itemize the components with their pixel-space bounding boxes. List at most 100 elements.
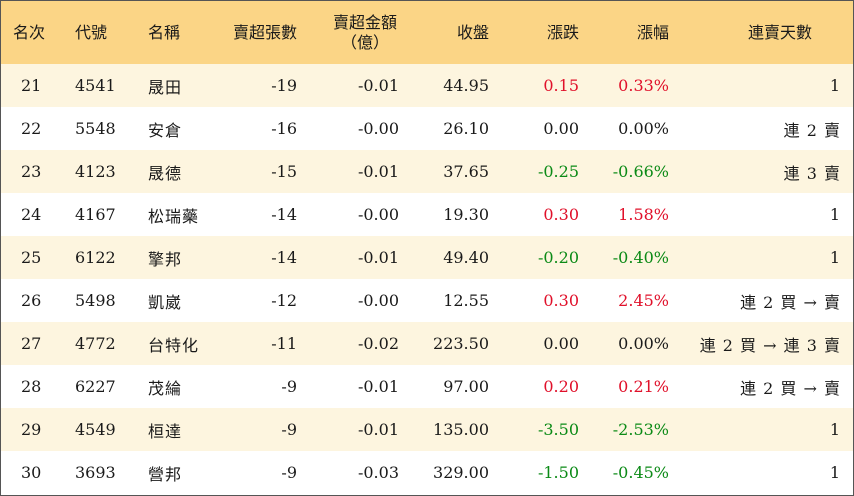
cell-consecutive-days: 連 2 買 → 賣 [740,378,841,398]
cell-rank: 27 [21,334,42,353]
cell-rank: 29 [21,420,42,439]
cell-close: 97.00 [443,377,489,396]
cell-rank: 26 [21,291,42,310]
cell-consecutive-days: 連 3 賣 [783,163,841,183]
cell-rank: 22 [21,119,42,138]
cell-change: -3.50 [537,420,579,439]
cell-sell-volume: -14 [271,205,297,224]
cell-code[interactable]: 5498 [75,291,116,310]
cell-consecutive-days: 1 [829,76,841,95]
cell-sell-amount: -0.03 [357,463,399,482]
header-name[interactable]: 名稱 [148,22,181,42]
cell-change: -1.50 [537,463,579,482]
cell-name[interactable]: 凱崴 [148,292,183,312]
cell-change: 0.00 [543,119,579,138]
header-sell-volume[interactable]: 賣超張數 [232,22,297,42]
cell-name[interactable]: 松瑞藥 [148,206,200,226]
cell-code[interactable]: 4541 [75,76,116,95]
cell-sell-volume: -19 [271,76,297,95]
header-sell-amount[interactable]: 賣超金額 （億） [305,1,407,64]
cell-sell-amount: -0.01 [357,162,399,181]
cell-code[interactable]: 3693 [75,463,116,482]
cell-code[interactable]: 4167 [75,205,116,224]
header-rank[interactable]: 名次 [13,22,46,42]
cell-code[interactable]: 6122 [75,248,116,267]
cell-close: 26.10 [443,119,489,138]
cell-name[interactable]: 晟德 [148,163,183,183]
cell-rank: 30 [21,463,42,482]
cell-code[interactable]: 5548 [75,119,116,138]
cell-name[interactable]: 擎邦 [148,249,183,269]
cell-name[interactable]: 茂綸 [148,378,183,398]
cell-change: 0.30 [543,205,579,224]
cell-close: 19.30 [443,205,489,224]
cell-change: 0.00 [543,334,579,353]
cell-sell-volume: -11 [271,334,297,353]
cell-close: 135.00 [433,420,489,439]
table-row[interactable]: 24 4167 松瑞藥 -14 -0.00 19.30 0.30 1.58% 1 [1,193,853,236]
table-row[interactable]: 23 4123 晟德 -15 -0.01 37.65 -0.25 -0.66% 連 3 賣 [1,150,853,193]
cell-consecutive-days: 1 [829,463,841,482]
table-header-row: 名次 代號 名稱 賣超張數 賣超金額 （億） 收盤 漲跌 漲幅 連賣天數 [1,1,853,64]
cell-name[interactable]: 桓達 [148,421,183,441]
cell-change: -0.25 [537,162,579,181]
cell-change-pct: -2.53% [612,420,669,439]
cell-rank: 28 [21,377,42,396]
cell-change-pct: 1.58% [618,205,669,224]
table-row[interactable]: 29 4549 桓達 -9 -0.01 135.00 -3.50 -2.53% 1 [1,408,853,451]
table-row[interactable]: 28 6227 茂綸 -9 -0.01 97.00 0.20 0.21% 連 2 買 → 賣 [1,365,853,408]
header-consecutive-days[interactable]: 連賣天數 [747,22,812,42]
cell-sell-volume: -15 [271,162,297,181]
cell-sell-amount: -0.02 [357,334,399,353]
cell-sell-amount: -0.00 [357,119,399,138]
cell-rank: 23 [21,162,42,181]
cell-rank: 25 [21,248,42,267]
header-change-pct[interactable]: 漲幅 [636,22,669,42]
table-row[interactable]: 21 4541 晟田 -19 -0.01 44.95 0.15 0.33% 1 [1,64,853,107]
cell-name[interactable]: 晟田 [148,77,183,97]
cell-consecutive-days: 連 2 賣 [783,120,841,140]
cell-change: 0.30 [543,291,579,310]
cell-sell-volume: -16 [271,119,297,138]
cell-change: 0.15 [543,76,579,95]
cell-close: 44.95 [443,76,489,95]
cell-change-pct: 2.45% [618,291,669,310]
cell-sell-amount: -0.01 [357,76,399,95]
header-close[interactable]: 收盤 [456,22,489,42]
cell-close: 223.50 [433,334,489,353]
cell-change-pct: 0.21% [618,377,669,396]
cell-sell-amount: -0.01 [357,248,399,267]
cell-consecutive-days: 連 2 買 → 賣 [740,292,841,312]
cell-name[interactable]: 營邦 [148,464,183,484]
table-row[interactable]: 26 5498 凱崴 -12 -0.00 12.55 0.30 2.45% 連 2 買 → 賣 [1,279,853,322]
cell-sell-amount: -0.00 [357,291,399,310]
cell-code[interactable]: 4772 [75,334,116,353]
cell-change-pct: -0.66% [612,162,669,181]
table-row[interactable]: 25 6122 擎邦 -14 -0.01 49.40 -0.20 -0.40% 1 [1,236,853,279]
cell-change-pct: -0.40% [612,248,669,267]
cell-sell-volume: -12 [271,291,297,310]
cell-code[interactable]: 4549 [75,420,116,439]
header-sell-amount-line1: 賣超金額 [332,12,397,32]
cell-rank: 21 [21,76,42,95]
cell-sell-volume: -9 [281,377,297,396]
cell-name[interactable]: 台特化 [148,335,200,355]
header-code[interactable]: 代號 [75,22,108,42]
cell-consecutive-days: 連 2 買 → 連 3 賣 [699,335,841,355]
cell-sell-volume: -9 [281,463,297,482]
cell-code[interactable]: 6227 [75,377,116,396]
cell-close: 37.65 [443,162,489,181]
table-row[interactable]: 27 4772 台特化 -11 -0.02 223.50 0.00 0.00% 連 2 買 → … [1,322,853,365]
cell-code[interactable]: 4123 [75,162,116,181]
header-change[interactable]: 漲跌 [546,22,579,42]
table-row[interactable]: 22 5548 安倉 -16 -0.00 26.10 0.00 0.00% 連 2 賣 [1,107,853,150]
cell-sell-amount: -0.01 [357,420,399,439]
cell-change-pct: 0.33% [618,76,669,95]
cell-change-pct: -0.45% [612,463,669,482]
cell-sell-volume: -14 [271,248,297,267]
cell-close: 12.55 [443,291,489,310]
cell-change: 0.20 [543,377,579,396]
cell-name[interactable]: 安倉 [148,120,183,140]
table-row[interactable]: 30 3693 營邦 -9 -0.03 329.00 -1.50 -0.45% 1 [1,451,853,494]
